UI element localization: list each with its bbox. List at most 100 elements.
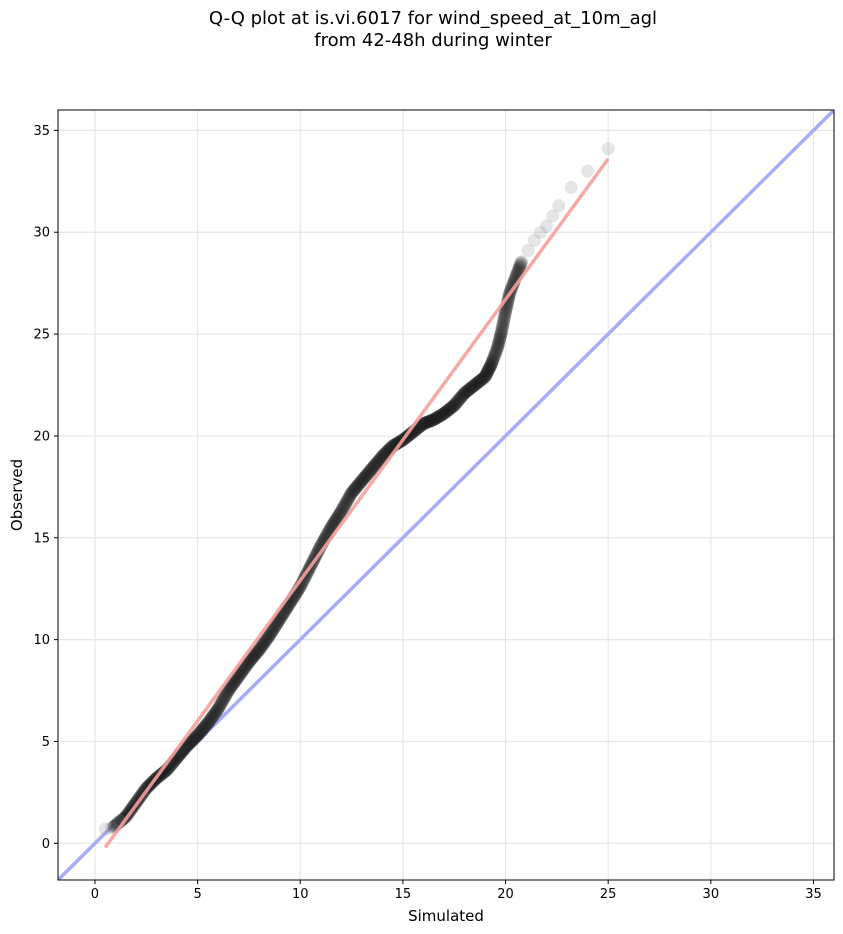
data-point	[494, 325, 508, 339]
data-point	[236, 663, 250, 677]
data-point	[232, 669, 246, 683]
data-point	[357, 471, 371, 485]
data-point	[514, 256, 528, 270]
data-point	[427, 413, 441, 427]
data-point	[462, 383, 476, 397]
data-point	[354, 475, 368, 489]
data-point	[371, 455, 385, 469]
data-point	[472, 375, 486, 389]
data-point	[356, 472, 370, 486]
data-point	[328, 514, 342, 528]
y-tick-label: 35	[33, 124, 50, 139]
quantile-points	[98, 142, 615, 836]
data-point	[212, 701, 226, 715]
data-point	[273, 612, 287, 626]
data-point	[416, 417, 430, 431]
data-point	[497, 312, 511, 326]
tail-point	[533, 225, 547, 239]
data-point	[333, 507, 347, 521]
data-point	[377, 448, 391, 462]
data-point	[441, 404, 455, 418]
data-point	[229, 673, 243, 687]
data-point	[214, 697, 228, 711]
data-point	[484, 359, 498, 373]
data-point	[433, 409, 447, 423]
data-point	[373, 452, 387, 466]
data-point	[353, 476, 367, 490]
tail-point	[546, 209, 560, 223]
data-point	[246, 651, 260, 665]
data-point	[425, 413, 439, 427]
data-point	[494, 327, 508, 341]
data-point	[249, 646, 263, 660]
data-point	[492, 334, 506, 348]
data-point	[334, 505, 348, 519]
data-point	[473, 374, 487, 388]
data-point	[429, 411, 443, 425]
y-tick-label: 10	[33, 633, 50, 648]
data-point	[243, 654, 257, 668]
data-point	[200, 717, 214, 731]
data-point	[254, 640, 268, 654]
data-point	[427, 412, 441, 426]
data-point	[490, 342, 504, 356]
data-point	[419, 416, 433, 430]
data-point	[512, 261, 526, 275]
data-point	[324, 521, 338, 535]
data-point	[199, 719, 213, 733]
data-point	[436, 407, 450, 421]
tail-point	[540, 219, 554, 233]
data-point	[260, 632, 274, 646]
data-point	[248, 648, 262, 662]
data-point	[262, 629, 276, 643]
data-point	[494, 329, 508, 343]
data-point	[471, 376, 485, 390]
data-point	[463, 382, 477, 396]
data-point	[265, 625, 279, 639]
data-point	[191, 727, 205, 741]
data-point	[188, 731, 202, 745]
data-point	[257, 636, 271, 650]
x-tick-label: 0	[91, 887, 99, 902]
data-point	[355, 474, 369, 488]
data-point	[420, 415, 434, 429]
data-point	[451, 394, 465, 408]
data-point	[378, 447, 392, 461]
data-point	[230, 671, 244, 685]
data-point	[433, 409, 447, 423]
data-point	[339, 495, 353, 509]
y-tick-label: 30	[33, 226, 50, 241]
data-point	[513, 260, 527, 274]
data-point	[477, 371, 491, 385]
data-point	[338, 498, 352, 512]
data-point	[467, 379, 481, 393]
data-point	[227, 675, 241, 689]
data-point	[512, 262, 526, 276]
data-point	[460, 384, 474, 398]
data-point	[184, 735, 198, 749]
data-point	[257, 637, 271, 651]
data-point	[347, 483, 361, 497]
data-point	[190, 729, 204, 743]
data-point	[343, 489, 357, 503]
data-point	[224, 679, 238, 693]
x-tick-label: 20	[497, 887, 514, 902]
axis-ticks: 0 5 10 15 20 25 30 35 0 5 10 15 20 25 30 35	[33, 124, 821, 902]
data-point	[350, 480, 364, 494]
data-point	[255, 639, 269, 653]
data-point	[220, 686, 234, 700]
data-point	[432, 410, 446, 424]
data-point	[506, 278, 520, 292]
data-point	[191, 728, 205, 742]
data-point	[219, 687, 233, 701]
data-point	[358, 469, 372, 483]
data-point	[422, 414, 436, 428]
data-point	[359, 469, 373, 483]
data-point	[513, 258, 527, 272]
data-point	[369, 457, 383, 471]
data-point	[218, 690, 232, 704]
data-point	[181, 738, 195, 752]
data-point	[240, 657, 254, 671]
data-point	[370, 455, 384, 469]
data-point	[215, 695, 229, 709]
